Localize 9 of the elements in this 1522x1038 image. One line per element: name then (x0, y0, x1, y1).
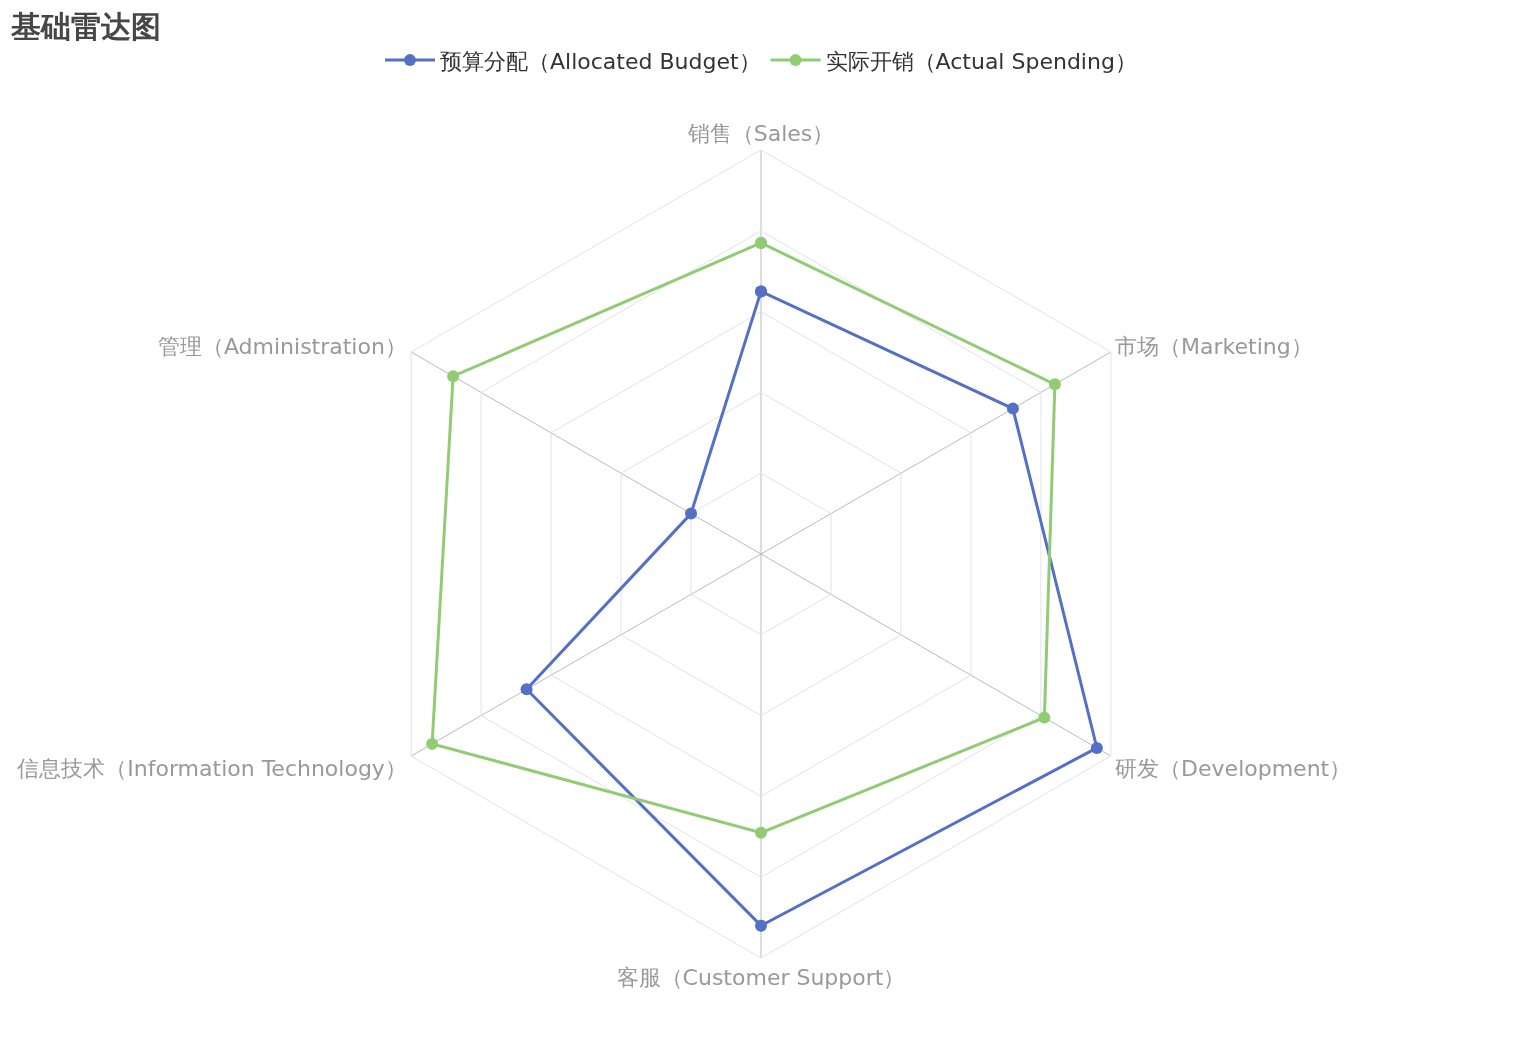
spoke-label: 研发（Development） (1115, 756, 1352, 782)
spoke-label: 客服（Customer Support） (616, 964, 906, 990)
legend-label: 预算分配（Allocated Budget） (440, 48, 761, 74)
chart-title: 基础雷达图 (9, 8, 161, 44)
legend-label: 实际开销（Actual Spending） (825, 48, 1137, 74)
spoke-label: 市场（Marketing） (1115, 334, 1313, 360)
spoke-label: 信息技术（Information Technology） (17, 756, 407, 782)
spoke-label: 管理（Administration） (157, 334, 407, 360)
spoke-label: 销售（Sales） (686, 120, 835, 146)
